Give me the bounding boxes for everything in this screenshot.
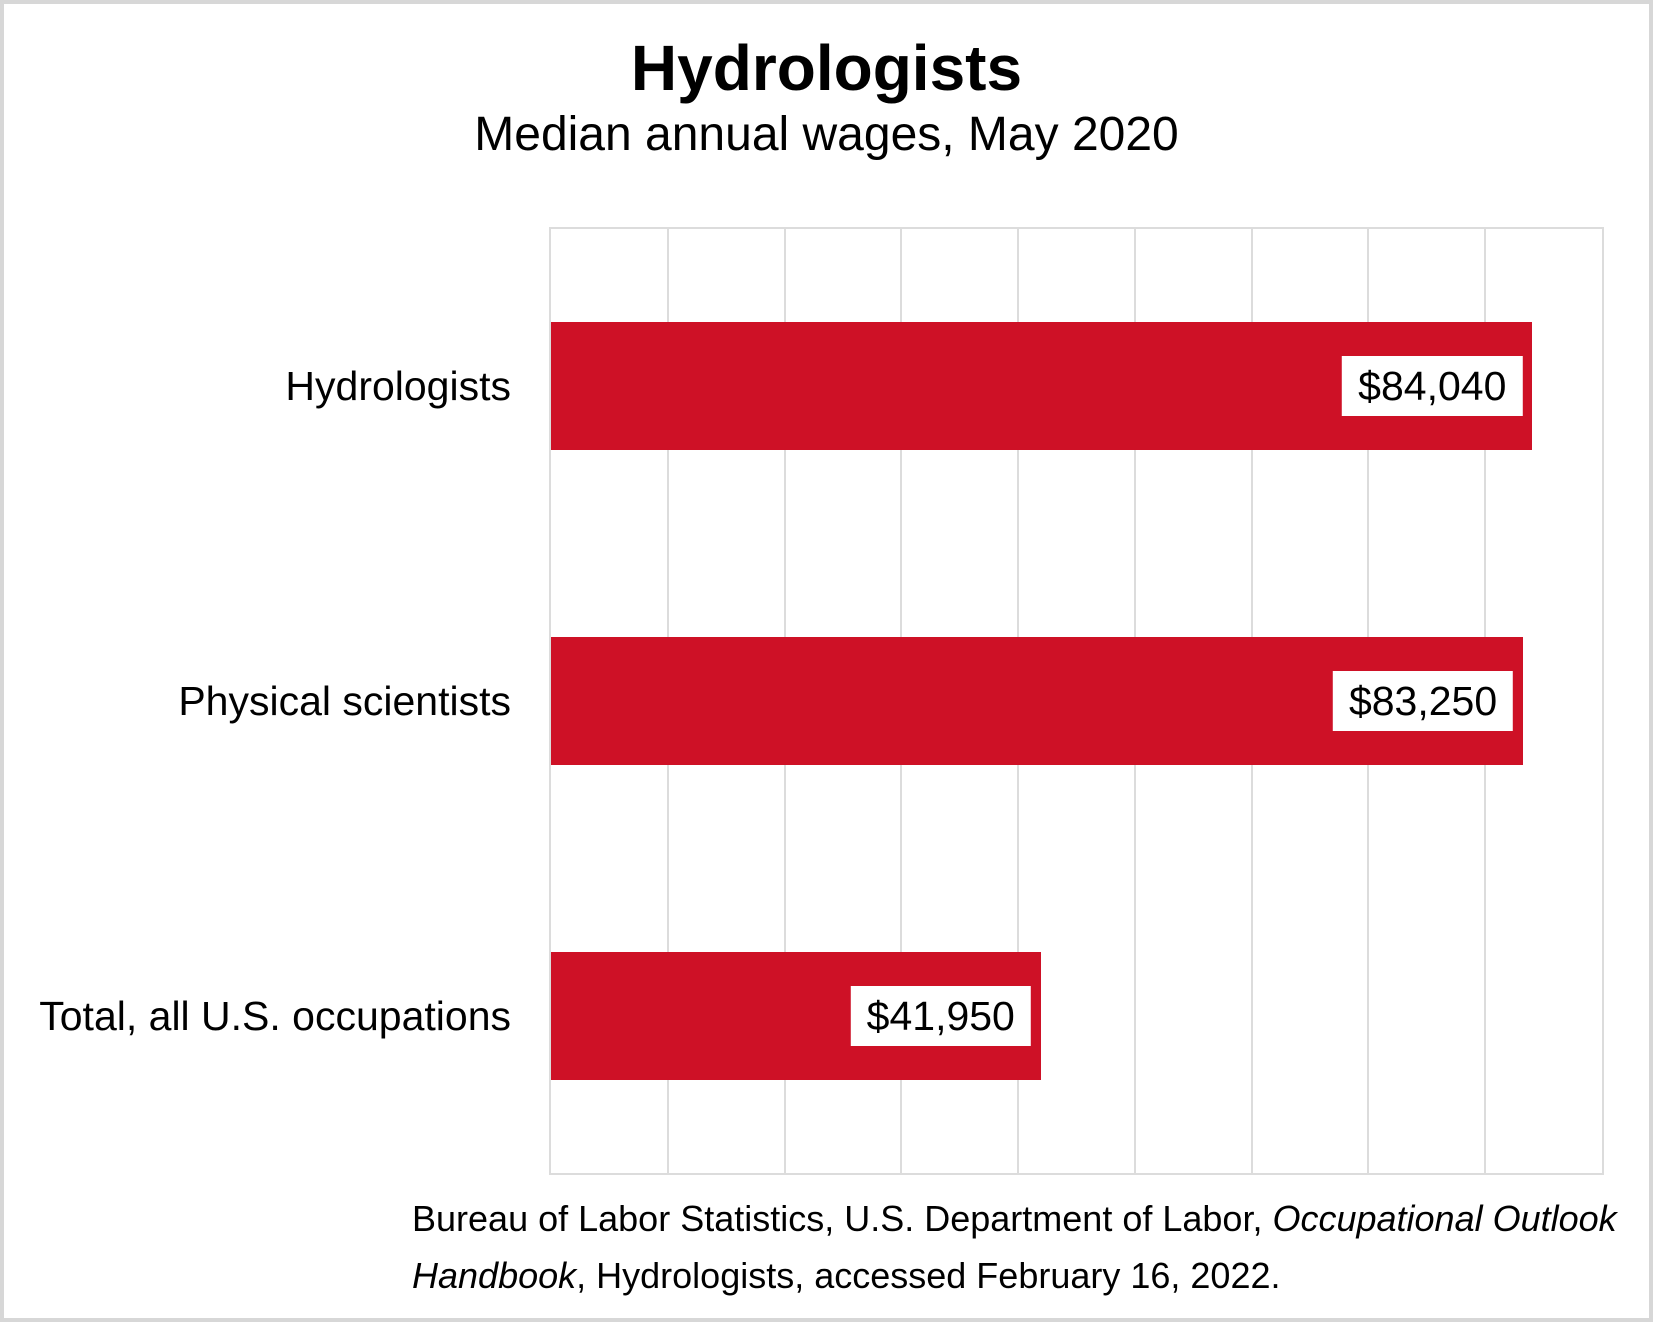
chart-title: Hydrologists — [630, 32, 1023, 104]
chart-subtitle: Median annual wages, May 2020 — [474, 108, 1179, 161]
source-line: Bureau of Labor Statistics, U.S. Departm… — [412, 1190, 1649, 1247]
category-label-1: Physical scientists — [178, 678, 511, 724]
value-label-2: $41,950 — [850, 985, 1031, 1046]
source-note: Bureau of Labor Statistics, U.S. Departm… — [412, 1190, 1649, 1304]
category-label-0: Hydrologists — [285, 363, 511, 410]
source-segment-italic: Occupational Outlook — [1272, 1198, 1617, 1239]
value-label-1: $83,250 — [1332, 671, 1514, 731]
source-segment: , Hydrologists, accessed February 16, 20… — [576, 1255, 1281, 1296]
value-label-0: $84,040 — [1342, 356, 1523, 417]
source-segment-italic: Handbook — [412, 1255, 577, 1296]
source-segment: Bureau of Labor Statistics, U.S. Departm… — [412, 1198, 1273, 1239]
category-label-2: Total, all U.S. occupations — [39, 992, 511, 1039]
plot-area: $84,040 $83,250 $41,950 — [549, 227, 1604, 1175]
source-line: Handbook, Hydrologists, accessed Februar… — [412, 1247, 1649, 1304]
